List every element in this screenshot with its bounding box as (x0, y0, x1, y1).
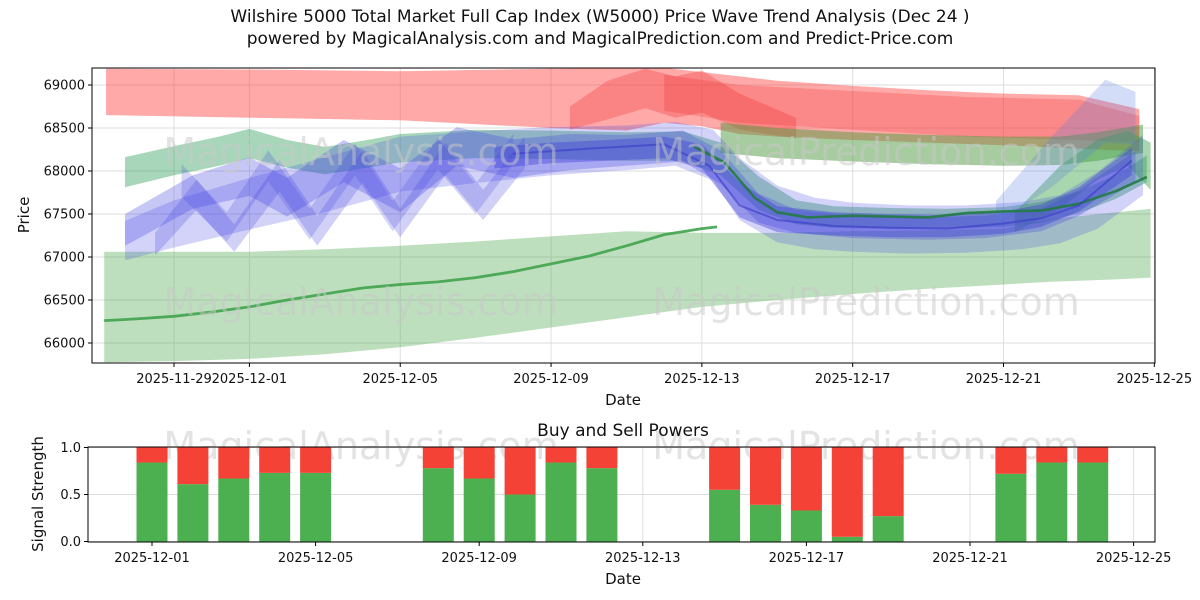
figure-title-line2: powered by MagicalAnalysis.com and Magic… (246, 29, 954, 49)
band-resistance-red-secondary (664, 74, 1140, 143)
line-dark-green-trend-line (693, 145, 1148, 219)
svg-text:0.0: 0.0 (60, 535, 81, 550)
watermark-text: MagicalPrediction.com (652, 130, 1080, 174)
svg-text:2025-12-17: 2025-12-17 (815, 372, 891, 387)
price-chart-axes: 2025-11-29 2025-12-01 2025-12-05 2025-12-09… (44, 67, 1193, 387)
buy-bar-2025-12-11 (545, 462, 577, 542)
buy-bar-2025-12-19 (872, 516, 904, 542)
sell-bar-2025-12-08 (422, 447, 454, 469)
svg-text:66000: 66000 (44, 337, 85, 352)
svg-text:2025-12-13: 2025-12-13 (664, 372, 740, 387)
buy-bar-2025-12-01 (136, 462, 168, 542)
watermarks: MagicalAnalysis.com MagicalPrediction.com… (163, 130, 1079, 468)
date-axis-label-main: Date (605, 391, 641, 409)
sell-bar-2025-12-16 (750, 447, 781, 505)
svg-text:0.5: 0.5 (60, 488, 81, 503)
sell-bar-2025-12-19 (872, 447, 904, 517)
svg-text:2025-12-13: 2025-12-13 (605, 551, 681, 566)
price-axis-label: Price (15, 196, 33, 234)
figure-title-line1: Wilshire 5000 Total Market Full Cap Inde… (230, 7, 970, 27)
watermark-text: MagicalAnalysis.com (163, 280, 558, 324)
svg-text:2025-12-01: 2025-12-01 (114, 551, 190, 566)
svg-text:66500: 66500 (44, 294, 85, 309)
sell-bar-2025-12-11 (545, 447, 577, 463)
buy-bar-2025-12-05 (300, 472, 332, 542)
sell-bar-2025-12-23 (1036, 447, 1068, 463)
sell-bar-2025-12-02 (177, 447, 209, 485)
buy-bar-2025-12-17 (790, 510, 822, 542)
sell-bar-2025-12-05 (300, 447, 332, 473)
band-blue-wave-mid (125, 127, 1136, 246)
svg-text:69000: 69000 (44, 79, 85, 94)
sell-bar-2025-12-24 (1077, 447, 1109, 463)
watermark-text: MagicalAnalysis.com (163, 130, 558, 174)
sell-bar-2025-12-12 (586, 447, 618, 469)
buy-bar-2025-12-24 (1077, 462, 1109, 542)
svg-text:2025-12-05: 2025-12-05 (362, 372, 438, 387)
svg-text:2025-12-21: 2025-12-21 (932, 551, 1008, 566)
buy-bar-2025-12-08 (422, 468, 454, 542)
buy-bar-2025-12-04 (259, 472, 291, 542)
buy-bar-2025-12-02 (177, 484, 209, 542)
buy-sell-bars (136, 447, 1109, 542)
svg-text:2025-12-05: 2025-12-05 (278, 551, 354, 566)
buy-bar-2025-12-12 (586, 468, 618, 542)
buy-bar-2025-12-09 (463, 478, 495, 542)
buy-bar-2025-12-16 (750, 504, 781, 542)
buy-sell-powers-title: Buy and Sell Powers (537, 421, 709, 441)
buy-bar-2025-12-18 (831, 536, 863, 542)
signal-chart: 2025-12-01 2025-12-05 2025-12-09 2025-12-13… (60, 441, 1171, 566)
buy-bar-2025-12-22 (995, 473, 1027, 542)
sell-bar-2025-12-17 (790, 447, 822, 511)
band-support-green-wide (104, 208, 1151, 363)
band-green-right-wedge (1014, 130, 1151, 233)
buy-bar-2025-12-15 (709, 489, 741, 542)
sell-bar-2025-12-10 (504, 447, 536, 495)
svg-text:67500: 67500 (44, 208, 85, 223)
sell-bar-2025-12-15 (709, 447, 741, 490)
buy-bar-2025-12-10 (504, 494, 536, 542)
svg-text:68000: 68000 (44, 165, 85, 180)
svg-text:2025-12-09: 2025-12-09 (441, 551, 517, 566)
band-blue-zigzag-a (155, 136, 525, 256)
svg-text:68500: 68500 (44, 122, 85, 137)
sell-bar-2025-12-18 (831, 447, 863, 537)
price-wave-bands (104, 68, 1151, 363)
band-blue-right-spike (996, 79, 1136, 225)
band-trend-green-teal (125, 128, 1147, 229)
svg-text:2025-12-09: 2025-12-09 (513, 372, 589, 387)
svg-text:1.0: 1.0 (60, 441, 81, 456)
band-blue-zigzag-b (181, 134, 514, 242)
date-axis-label-bottom: Date (605, 570, 641, 588)
svg-text:2025-12-25: 2025-12-25 (1117, 372, 1193, 387)
buy-bar-2025-12-23 (1036, 462, 1068, 542)
line-navy-trend-line (513, 143, 1133, 230)
line-green-trend-line (104, 225, 718, 322)
svg-text:67000: 67000 (44, 251, 85, 266)
sell-bar-2025-12-03 (218, 447, 250, 479)
band-resistance-red-main (106, 68, 1140, 152)
band-green-right-overlap-brown (720, 122, 1143, 166)
svg-text:2025-12-01: 2025-12-01 (212, 372, 288, 387)
signal-chart-axes: 2025-12-01 2025-12-05 2025-12-09 2025-12-13… (60, 441, 1171, 566)
svg-text:2025-11-29: 2025-11-29 (136, 372, 212, 387)
svg-text:2025-12-17: 2025-12-17 (769, 551, 845, 566)
svg-text:2025-12-25: 2025-12-25 (1096, 551, 1172, 566)
svg-text:2025-12-21: 2025-12-21 (966, 372, 1042, 387)
price-chart-grid (92, 68, 1155, 363)
signal-strength-axis-label: Signal Strength (29, 436, 47, 552)
sell-bar-2025-12-04 (259, 447, 291, 473)
sell-bar-2025-12-01 (136, 447, 168, 463)
price-chart (92, 68, 1155, 363)
watermark-text: MagicalPrediction.com (652, 280, 1080, 324)
sell-bar-2025-12-09 (463, 447, 495, 479)
band-resistance-red-peak (569, 68, 797, 139)
band-blue-wave-wide (125, 122, 1143, 261)
sell-bar-2025-12-22 (995, 447, 1027, 474)
buy-bar-2025-12-03 (218, 478, 250, 542)
